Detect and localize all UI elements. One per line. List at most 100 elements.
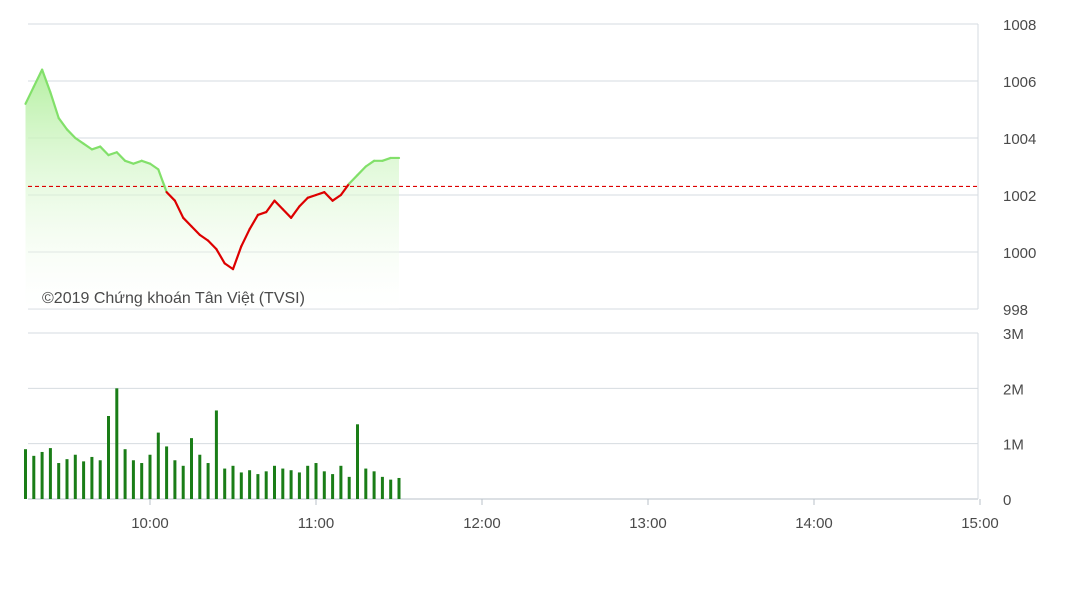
- price-line-series: [24, 68, 401, 271]
- time-axis-tick-labels: 10:00 11:00 12:00 13:00 14:00 15:00: [131, 499, 999, 532]
- price-axis-tick-label: 1006: [1003, 74, 1036, 91]
- volume-panel-grid: [28, 332, 979, 500]
- volume-bar: [48, 448, 52, 499]
- volume-bar: [248, 470, 252, 499]
- volume-bar: [140, 463, 144, 499]
- volume-bar: [372, 471, 376, 499]
- volume-bar: [98, 460, 102, 499]
- price-line-segment: [165, 191, 176, 202]
- price-line-segment: [356, 165, 367, 177]
- volume-bar: [281, 468, 285, 499]
- volume-bar: [131, 460, 135, 499]
- price-line-segment: [323, 191, 334, 202]
- volume-bar: [190, 438, 193, 499]
- price-line-segment: [298, 196, 309, 208]
- volume-bar: [364, 468, 368, 499]
- price-axis-tick-labels: 1008 1006 1004 1002 1000 998: [1003, 17, 1036, 319]
- price-line-segment: [57, 116, 69, 131]
- price-line-segment: [107, 151, 118, 157]
- price-line-segment: [339, 182, 351, 197]
- time-axis-tick-label: 13:00: [629, 515, 667, 532]
- volume-bar: [380, 476, 384, 499]
- price-axis-tick-label: 1004: [1003, 131, 1036, 148]
- price-axis-tick-label: 1008: [1003, 17, 1036, 34]
- price-line-segment: [115, 151, 127, 162]
- price-line-segment: [190, 225, 201, 236]
- price-line-segment: [223, 262, 235, 271]
- volume-bar: [331, 474, 335, 499]
- price-line-segment: [290, 205, 301, 219]
- price-line-segment: [132, 159, 143, 165]
- price-line-segment: [248, 213, 259, 231]
- price-line-segment: [24, 85, 35, 105]
- copyright-watermark: ©2019 Chứng khoán Tân Việt (TVSI): [42, 290, 305, 307]
- price-line-segment: [32, 68, 44, 88]
- volume-bar: [347, 476, 351, 499]
- price-axis-tick-label: 1000: [1003, 245, 1036, 262]
- volume-bar: [57, 463, 61, 499]
- volume-bar: [231, 465, 235, 499]
- volume-bar: [107, 416, 110, 499]
- price-line-segment: [173, 199, 185, 219]
- price-line-segment: [198, 233, 210, 242]
- volume-bar: [223, 468, 227, 499]
- price-area-series: [25, 69, 399, 309]
- price-axis-tick-label: 998: [1003, 302, 1028, 319]
- volume-bar: [297, 472, 301, 499]
- price-line-segment: [49, 91, 60, 120]
- price-axis-tick-label: 1002: [1003, 188, 1036, 205]
- volume-bar: [314, 463, 318, 499]
- volume-bar: [389, 479, 393, 499]
- volume-bar: [115, 388, 119, 499]
- price-line-segment: [306, 193, 318, 199]
- volume-bar: [65, 459, 69, 499]
- volume-axis-tick-label: 0: [1003, 492, 1011, 509]
- price-line-segment: [364, 159, 376, 168]
- volume-bar: [32, 455, 36, 499]
- volume-bar: [289, 470, 293, 499]
- price-line-segment: [273, 199, 284, 211]
- price-line-segment: [82, 142, 94, 151]
- price-line-segment: [182, 216, 193, 228]
- volume-bar: [322, 471, 326, 499]
- volume-bar: [206, 463, 210, 499]
- price-line-segment: [148, 162, 160, 171]
- price-line-segment: [157, 168, 168, 194]
- price-line-segment: [40, 68, 52, 94]
- price-line-segment: [140, 159, 152, 165]
- volume-axis-tick-labels: 3M 2M 1M 0: [1003, 326, 1024, 509]
- price-line-segment: [74, 136, 85, 145]
- time-axis-tick-label: 12:00: [463, 515, 501, 532]
- volume-bar: [239, 472, 243, 499]
- price-line-segment: [331, 193, 342, 202]
- time-axis-tick-label: 11:00: [298, 515, 334, 532]
- volume-axis-tick-label: 3M: [1003, 326, 1024, 343]
- price-line-segment: [240, 228, 251, 248]
- price-line-segment: [231, 245, 243, 271]
- volume-axis-tick-label: 2M: [1003, 381, 1024, 398]
- price-line-segment: [207, 239, 218, 251]
- time-axis-tick-label: 10:00: [131, 515, 169, 532]
- volume-bar: [306, 465, 310, 499]
- price-line-segment: [348, 173, 359, 185]
- volume-bar: [40, 451, 44, 499]
- volume-bar: [156, 432, 160, 499]
- volume-bar: [82, 461, 86, 499]
- price-line-segment: [265, 199, 276, 214]
- volume-bar: [173, 460, 177, 499]
- volume-bar: [198, 454, 202, 499]
- price-line-segment: [381, 156, 392, 162]
- time-axis-tick-label: 15:00: [961, 515, 999, 532]
- volume-bar: [24, 449, 27, 499]
- volume-axis-tick-label: 1M: [1003, 437, 1024, 454]
- volume-bar: [181, 465, 185, 499]
- price-line-segment: [99, 145, 110, 157]
- volume-bar: [397, 477, 401, 499]
- price-line-segment: [314, 191, 326, 197]
- volume-bar: [214, 410, 218, 499]
- price-line-segment: [215, 248, 226, 265]
- volume-bar: [339, 465, 343, 499]
- time-axis-tick-label: 14:00: [795, 515, 833, 532]
